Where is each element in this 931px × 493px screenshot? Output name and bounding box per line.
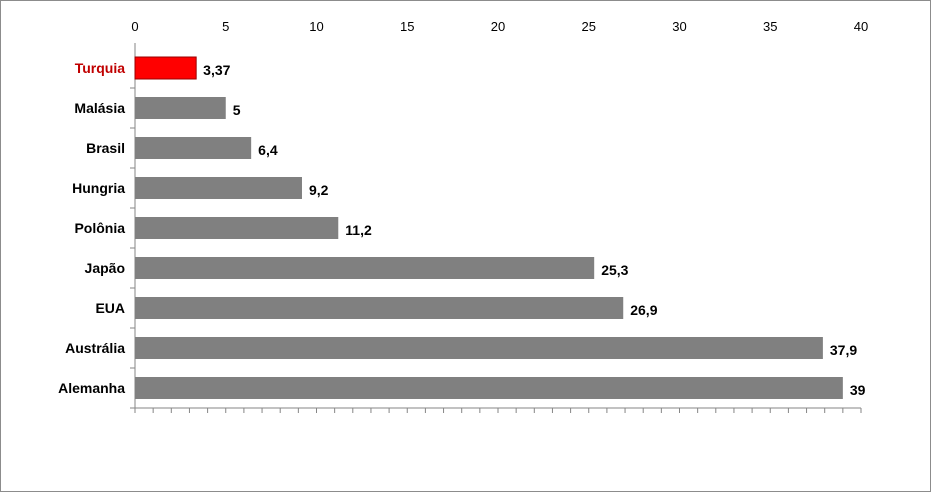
category-label: EUA xyxy=(95,300,125,316)
x-tick-label: 35 xyxy=(763,19,777,34)
value-label: 6,4 xyxy=(258,142,278,158)
value-label: 37,9 xyxy=(830,342,857,358)
value-label: 25,3 xyxy=(601,262,628,278)
x-tick-label: 0 xyxy=(131,19,138,34)
category-label: Brasil xyxy=(86,140,125,156)
category-label: Turquia xyxy=(75,60,126,76)
bar-turquia xyxy=(134,56,197,80)
bar-brasil xyxy=(135,137,252,159)
x-tick-label: 40 xyxy=(854,19,868,34)
x-tick-label: 5 xyxy=(222,19,229,34)
bar-eua xyxy=(135,297,624,319)
bar-malásia xyxy=(135,97,226,119)
x-tick-label: 30 xyxy=(672,19,686,34)
value-label: 9,2 xyxy=(309,182,329,198)
x-tick-label: 15 xyxy=(400,19,414,34)
category-label: Malásia xyxy=(74,100,125,116)
x-tick-label: 10 xyxy=(309,19,323,34)
category-label: Japão xyxy=(85,260,125,276)
value-label: 11,2 xyxy=(345,222,372,238)
bar-hungria xyxy=(135,177,302,199)
x-tick-label: 20 xyxy=(491,19,505,34)
category-label: Austrália xyxy=(65,340,125,356)
x-tick-label: 25 xyxy=(582,19,596,34)
value-label: 39 xyxy=(850,382,866,398)
bar-polônia xyxy=(135,217,339,239)
bar-japão xyxy=(135,257,595,279)
bar-alemanha xyxy=(135,377,843,399)
value-label: 26,9 xyxy=(630,302,657,318)
bar-austrália xyxy=(135,337,823,359)
value-label: 5 xyxy=(233,102,241,118)
value-label: 3,37 xyxy=(203,62,230,78)
category-label: Hungria xyxy=(72,180,125,196)
category-label: Polônia xyxy=(74,220,125,236)
category-label: Alemanha xyxy=(58,380,125,396)
